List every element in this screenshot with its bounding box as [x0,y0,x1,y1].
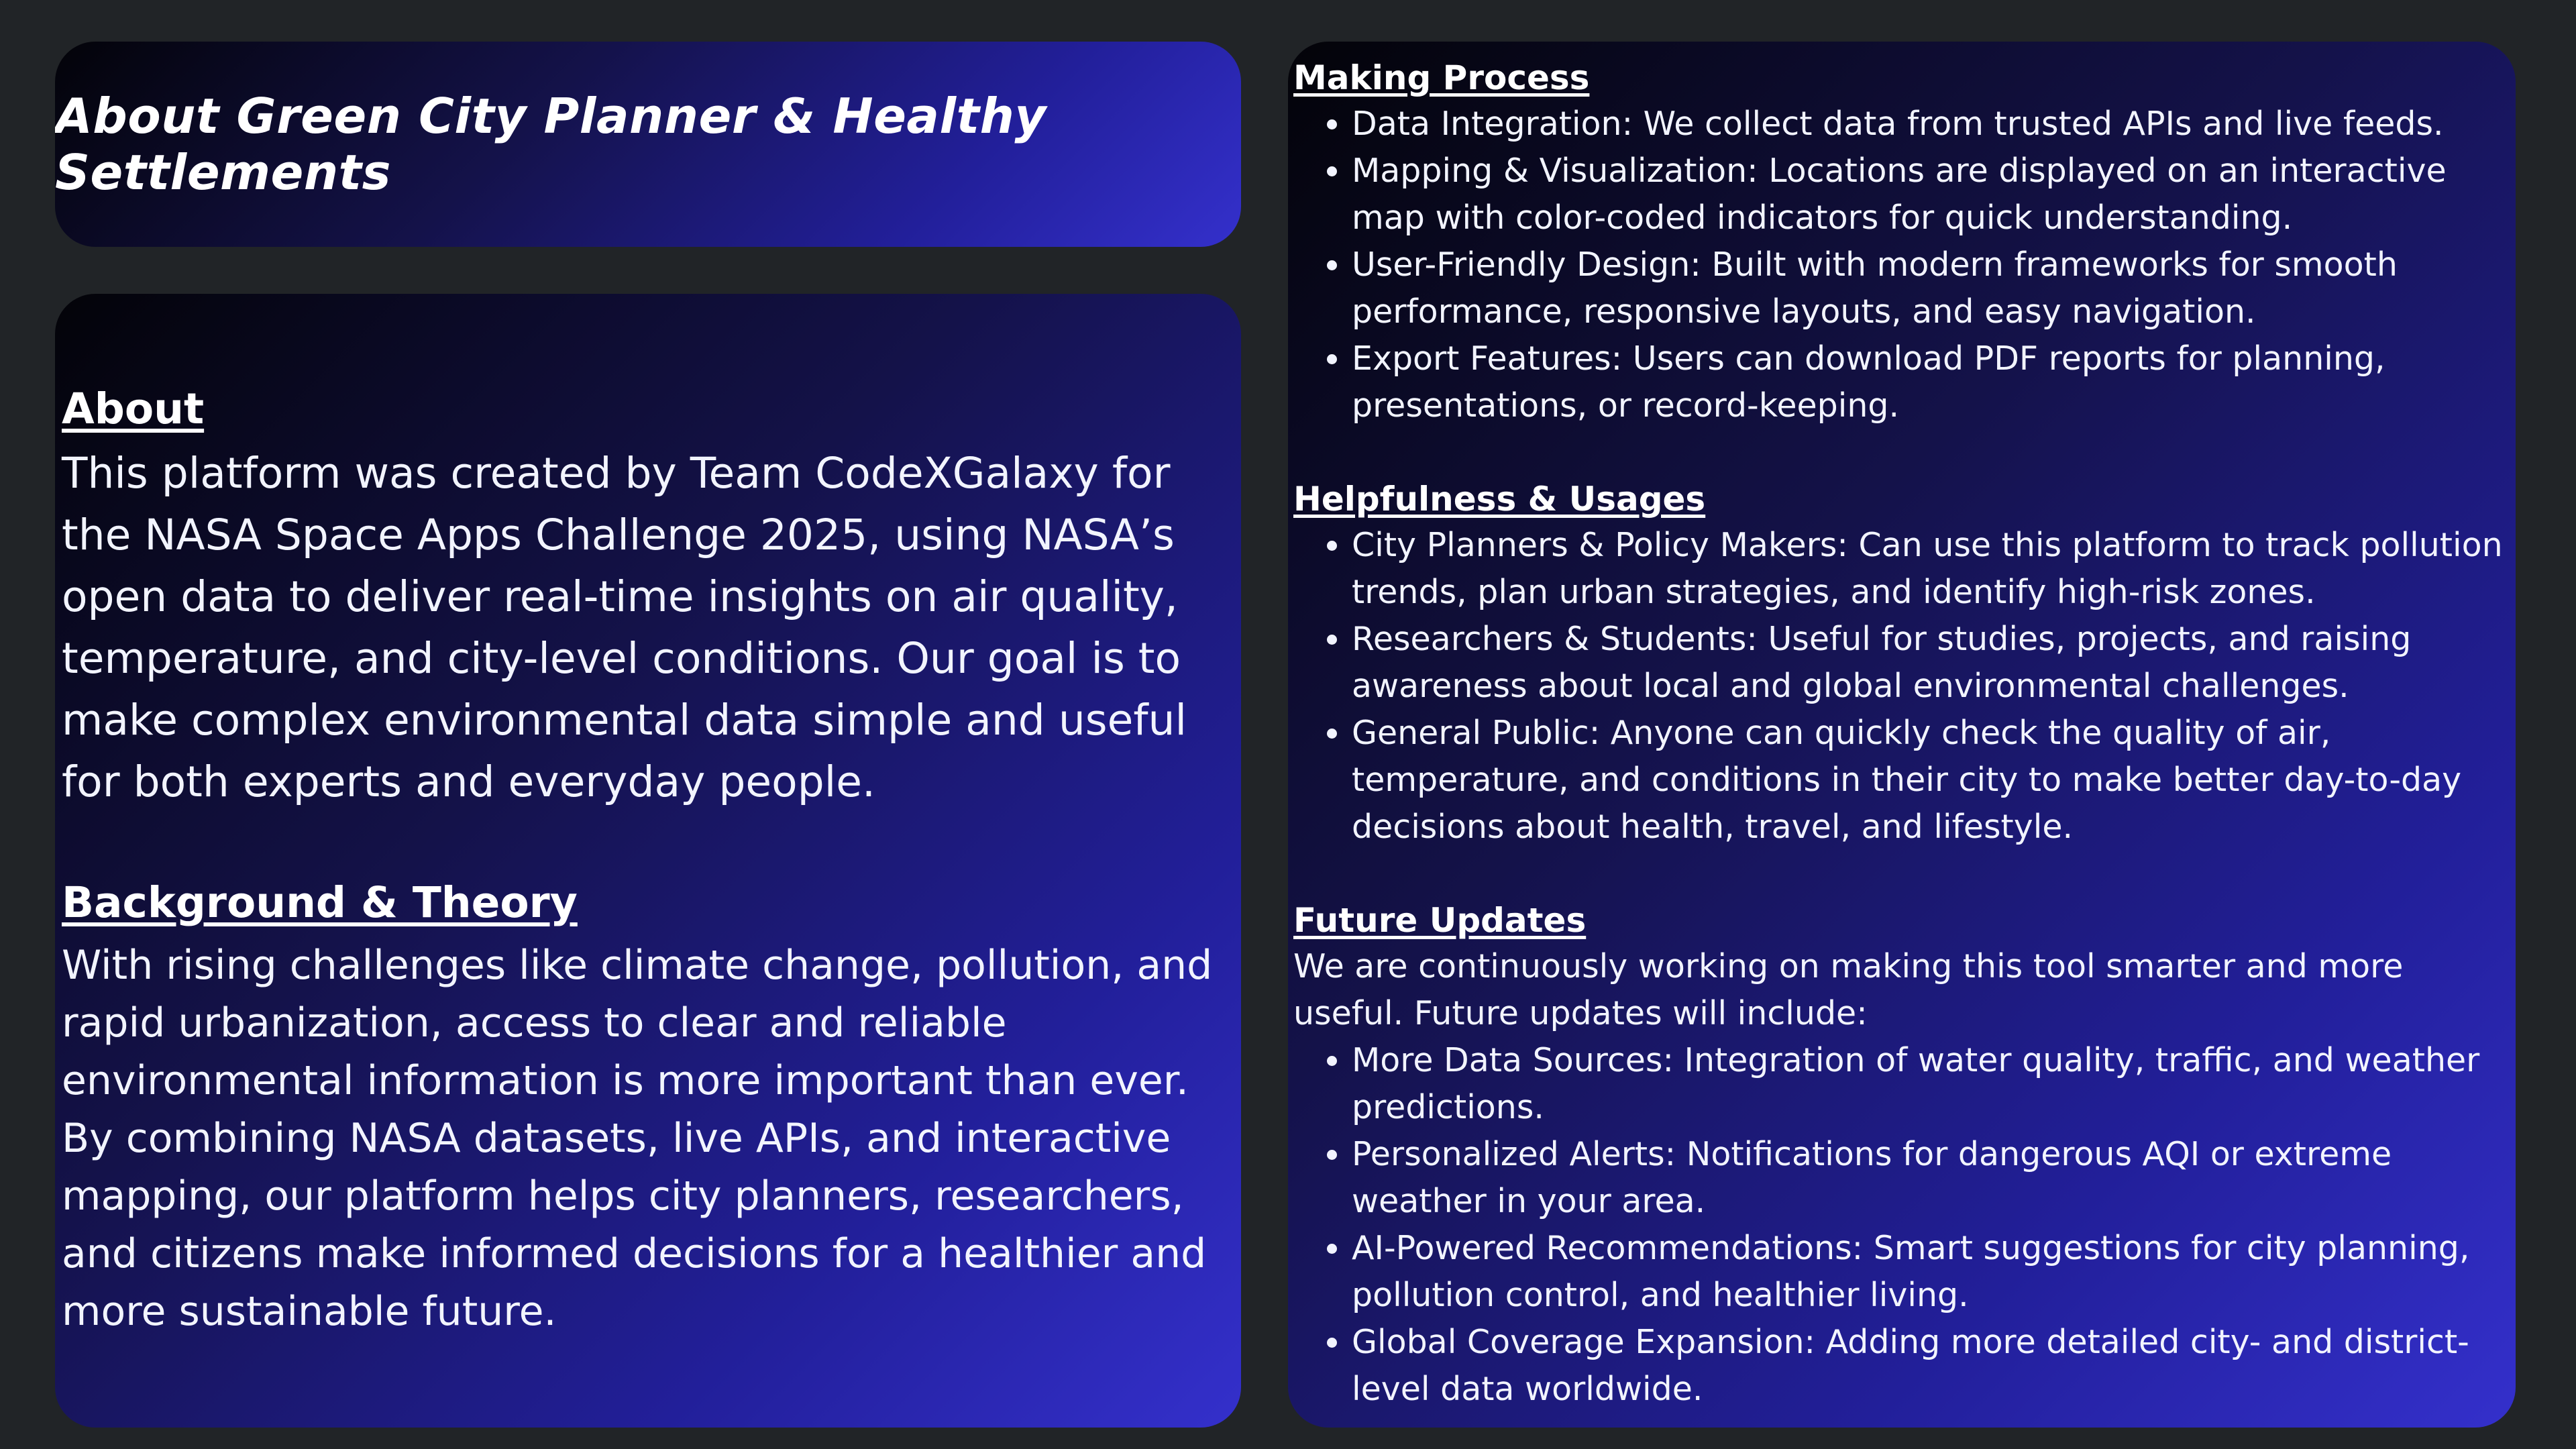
about-heading: About [62,384,205,433]
list-item: Global Coverage Expansion: Adding more d… [1352,1319,2506,1413]
list-item: Personalized Alerts: Notifications for d… [1352,1131,2506,1225]
list-item: AI-Powered Recommendations: Smart sugges… [1352,1225,2506,1319]
future-updates-heading: Future Updates [1293,901,1587,940]
list-item: Researchers & Students: Useful for studi… [1352,616,2506,710]
list-item: User-Friendly Design: Built with modern … [1352,241,2506,335]
future-updates-intro: We are continuously working on making th… [1293,947,2404,1032]
title-card: About Green City Planner & Healthy Settl… [55,42,1241,247]
helpfulness-list: City Planners & Policy Makers: Can use t… [1293,522,2506,851]
background-text: With rising challenges like climate chan… [62,942,1213,1335]
section-spacer [62,813,1234,875]
list-item: City Planners & Policy Makers: Can use t… [1352,522,2506,616]
section-spacer [1293,429,2506,476]
list-item: General Public: Anyone can quickly check… [1352,710,2506,851]
details-card: Making Process Data Integration: We coll… [1288,42,2516,1428]
section-spacer [1293,851,2506,898]
helpfulness-heading: Helpfulness & Usages [1293,480,1706,519]
making-process-heading: Making Process [1293,58,1590,97]
about-card: About This platform was created by Team … [55,294,1241,1428]
page-title: About Green City Planner & Healthy Settl… [55,88,1046,201]
list-item: Data Integration: We collect data from t… [1352,101,2506,148]
list-item: More Data Sources: Integration of water … [1352,1037,2506,1131]
list-item: Mapping & Visualization: Locations are d… [1352,148,2506,241]
making-process-list: Data Integration: We collect data from t… [1293,101,2506,429]
about-text: This platform was created by Team CodeXG… [62,449,1187,806]
background-heading: Background & Theory [62,878,578,927]
list-item: Export Features: Users can download PDF … [1352,335,2506,429]
future-updates-list: More Data Sources: Integration of water … [1293,1037,2506,1413]
